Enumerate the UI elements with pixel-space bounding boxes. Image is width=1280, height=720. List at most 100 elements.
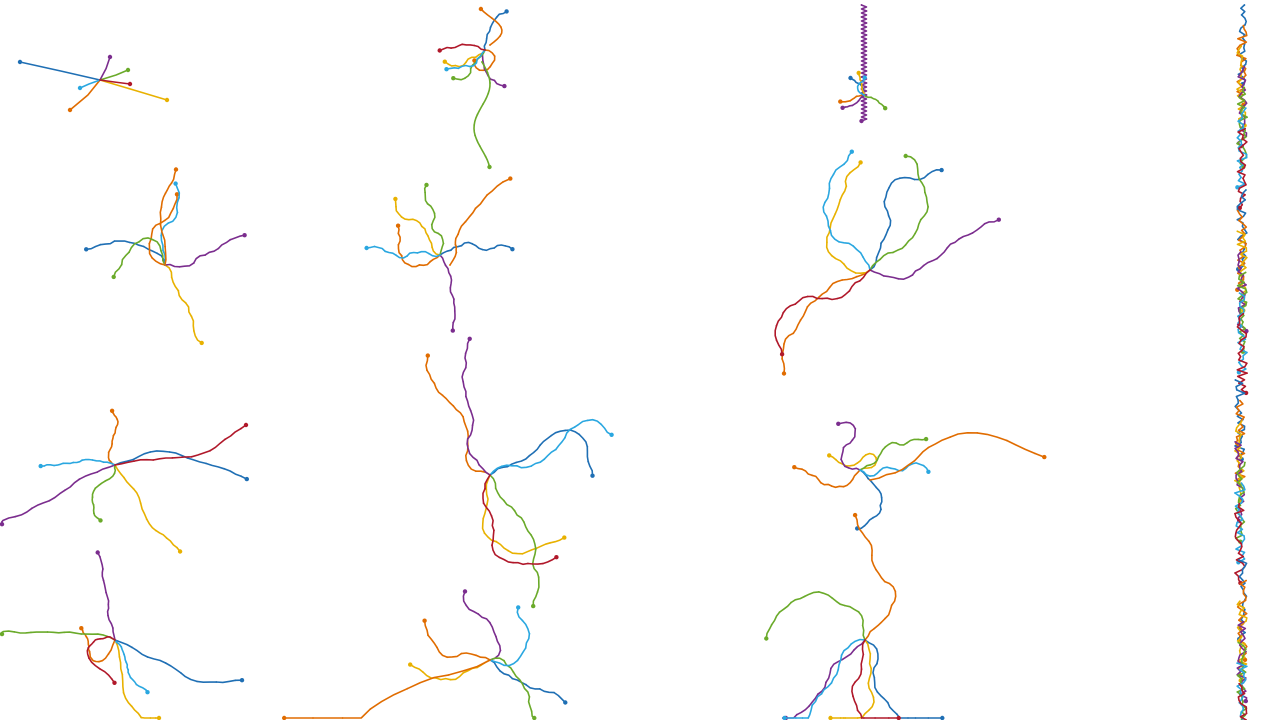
trajectory-marker [528, 632, 531, 635]
trajectory-marker [578, 433, 581, 436]
trajectory-marker [865, 118, 868, 120]
trajectory-marker [1236, 662, 1239, 664]
trajectory-marker [400, 254, 403, 257]
trajectory-marker [162, 249, 164, 252]
trajectory-marker [549, 541, 552, 544]
panel-r1c2 [437, 6, 509, 170]
trajectory-line [854, 514, 897, 641]
trajectory-marker [140, 716, 143, 719]
trajectory-marker [516, 659, 519, 662]
trajectory-marker [1238, 559, 1240, 561]
trajectory-marker [446, 656, 449, 659]
trajectory-marker [489, 26, 492, 29]
trajectory-marker [487, 92, 490, 95]
trajectory-marker [528, 454, 531, 457]
trajectory-endpoint [424, 182, 429, 188]
trajectory-marker [507, 549, 510, 552]
trajectory-marker [870, 466, 873, 469]
trajectory-marker [146, 656, 149, 658]
trajectory-marker [164, 192, 167, 195]
trajectory-marker [1245, 291, 1248, 294]
trajectory-marker [92, 504, 95, 506]
trajectory-marker [30, 631, 32, 634]
trajectory-line [483, 10, 508, 51]
trajectory-marker [1239, 311, 1242, 313]
trajectory-marker [151, 238, 154, 241]
trajectory-marker [949, 436, 951, 438]
trajectory-marker [489, 44, 491, 46]
trajectory-marker [927, 173, 929, 176]
trajectory-marker [790, 601, 792, 604]
trajectory-marker [1239, 702, 1242, 705]
trajectory-marker [113, 472, 116, 475]
trajectory-marker [573, 426, 576, 429]
trajectory-marker [860, 28, 863, 30]
panel-r3c3 [792, 421, 1047, 531]
trajectory-marker [502, 181, 504, 183]
panel-r2c2 [364, 176, 515, 333]
trajectory-marker [927, 446, 930, 449]
trajectory-endpoint [563, 700, 568, 705]
trajectory-marker [553, 691, 555, 694]
trajectory-endpoint [451, 76, 456, 81]
trajectory-marker [1238, 302, 1241, 304]
trajectory-marker [894, 471, 897, 474]
trajectory-endpoint [467, 336, 472, 341]
trajectory-line [774, 269, 871, 355]
trajectory-endpoint [111, 274, 116, 280]
trajectory-marker [856, 462, 859, 464]
trajectory-marker [223, 467, 226, 470]
trajectory-marker [867, 540, 870, 542]
trajectory-marker [1239, 681, 1242, 683]
trajectory-endpoint [609, 432, 614, 437]
trajectory-marker [883, 580, 886, 583]
trajectory-marker [839, 717, 842, 719]
trajectory-marker [312, 717, 314, 719]
trajectory-marker [843, 263, 845, 266]
trajectory-marker [849, 171, 851, 174]
trajectory-marker [1236, 54, 1238, 57]
trajectory-line [114, 639, 243, 684]
panel-r1c1 [17, 54, 170, 113]
trajectory-line [99, 69, 129, 81]
trajectory-marker [112, 627, 114, 629]
trajectory-marker [462, 381, 465, 383]
trajectory-marker [209, 449, 212, 452]
trajectory-endpoint [125, 67, 131, 73]
trajectory-endpoint [862, 75, 867, 80]
trajectory-marker [877, 455, 880, 458]
trajectory-marker [530, 534, 532, 536]
trajectory-line [86, 636, 116, 684]
trajectory-line [837, 421, 861, 471]
trajectory-marker [857, 610, 860, 613]
trajectory-marker [88, 650, 91, 653]
trajectory-marker [1240, 270, 1242, 272]
trajectory-line [489, 429, 594, 477]
trajectory-marker [1244, 240, 1247, 243]
trajectory-marker [1243, 340, 1246, 343]
trajectory-marker [817, 591, 820, 593]
trajectory-marker [104, 480, 107, 482]
trajectory-endpoint [282, 715, 287, 720]
trajectory-line [822, 150, 871, 271]
trajectory-marker [880, 496, 883, 499]
trajectory-marker [172, 207, 175, 210]
trajectory-marker [450, 249, 452, 252]
trajectory-marker [842, 446, 845, 449]
trajectory-marker [1236, 136, 1239, 139]
trajectory-marker [781, 358, 783, 360]
trajectory-marker [775, 339, 778, 342]
trajectory-marker [1245, 189, 1247, 191]
trajectory-line [99, 79, 168, 101]
trajectory-marker [1244, 63, 1247, 66]
panel-r4c3 [764, 512, 945, 720]
trajectory-marker [1242, 24, 1245, 27]
trajectory-marker [1244, 690, 1247, 693]
trajectory-marker [1236, 230, 1239, 233]
trajectory-marker [474, 56, 477, 59]
trajectory-marker [63, 631, 66, 634]
trajectory-marker [864, 639, 866, 641]
trajectory-marker [1237, 398, 1239, 401]
trajectory-line [860, 4, 868, 122]
trajectory-marker [452, 404, 455, 407]
